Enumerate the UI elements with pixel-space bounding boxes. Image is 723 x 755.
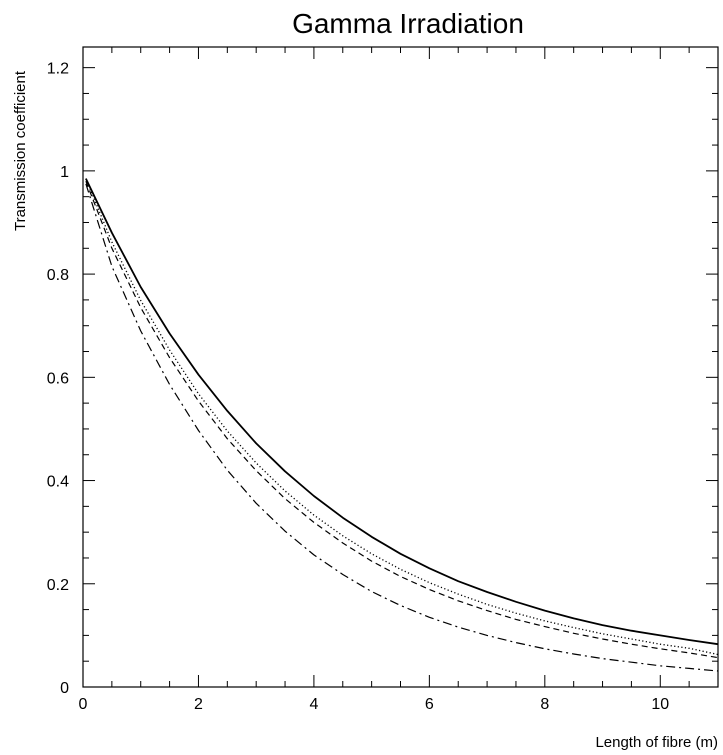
x-tick-label: 0 — [79, 696, 88, 713]
tick-labels: 0 2 4 6 8 10 0 0.2 0.4 0.6 0.8 1 1.2 — [47, 61, 670, 713]
x-axis-label: Length of fibre (m) — [595, 734, 718, 751]
y-tick-label: 1 — [60, 164, 69, 181]
plot-frame — [82, 46, 719, 688]
series-line-dotted — [85, 178, 719, 656]
x-tick-label: 8 — [540, 696, 549, 713]
axis-ticks — [82, 47, 719, 688]
series-line-dashed — [85, 180, 719, 659]
y-tick-label: 0.2 — [47, 577, 69, 594]
x-tick-label: 2 — [194, 696, 203, 713]
y-tick-label: 0 — [60, 680, 69, 697]
y-tick-label: 0.8 — [47, 267, 69, 284]
series-lines — [85, 178, 719, 672]
series-line-dash-dot — [85, 183, 719, 672]
y-tick-label: 0.6 — [47, 370, 69, 387]
x-tick-label: 6 — [425, 696, 434, 713]
y-tick-label: 1.2 — [47, 61, 69, 78]
series-line-solid — [85, 178, 719, 646]
y-axis-label: Transmission coefficient — [12, 70, 29, 231]
x-tick-label: 4 — [309, 696, 318, 713]
x-tick-label: 10 — [651, 696, 669, 713]
y-tick-label: 0.4 — [47, 474, 69, 491]
chart-title: Gamma Irradiation — [292, 8, 524, 39]
